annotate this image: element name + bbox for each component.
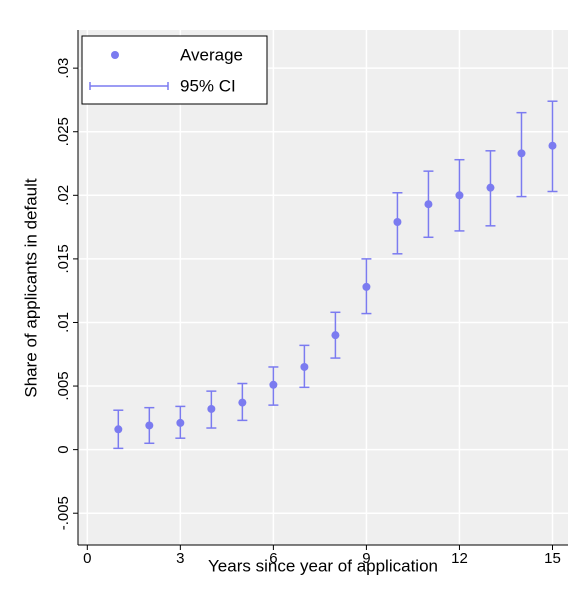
point <box>548 141 557 150</box>
x-tick-label: 6 <box>269 550 277 567</box>
point <box>331 331 340 340</box>
legend-label: Average <box>180 45 243 64</box>
y-tick-label: .025 <box>55 117 72 146</box>
legend-label: 95% CI <box>180 76 236 95</box>
point <box>145 421 154 430</box>
point <box>486 183 495 192</box>
x-tick-label: 0 <box>83 550 91 567</box>
y-tick-label: .01 <box>55 312 72 333</box>
legend <box>81 35 268 105</box>
point <box>517 149 526 158</box>
point <box>300 362 309 371</box>
point <box>238 398 247 407</box>
point <box>362 282 371 291</box>
x-tick-label: 15 <box>544 550 561 567</box>
point <box>207 404 216 413</box>
point <box>176 418 185 427</box>
y-tick-label: .02 <box>55 185 72 206</box>
point <box>455 191 464 200</box>
y-tick-label: 0 <box>55 445 72 453</box>
y-tick-label: .03 <box>55 58 72 79</box>
point <box>393 218 402 227</box>
y-axis-title: Share of applicants in default <box>21 178 40 398</box>
x-tick-label: 9 <box>362 550 370 567</box>
x-tick-label: 3 <box>176 550 184 567</box>
y-tick-label: -.005 <box>55 496 72 530</box>
y-tick-label: .015 <box>55 244 72 273</box>
point <box>269 380 278 389</box>
legend-marker <box>111 51 119 59</box>
point <box>114 425 123 434</box>
x-tick-label: 12 <box>451 550 468 567</box>
plot-area <box>78 30 568 545</box>
y-tick-label: .005 <box>55 371 72 400</box>
x-axis-title: Years since year of application <box>208 556 438 575</box>
point <box>424 200 433 209</box>
